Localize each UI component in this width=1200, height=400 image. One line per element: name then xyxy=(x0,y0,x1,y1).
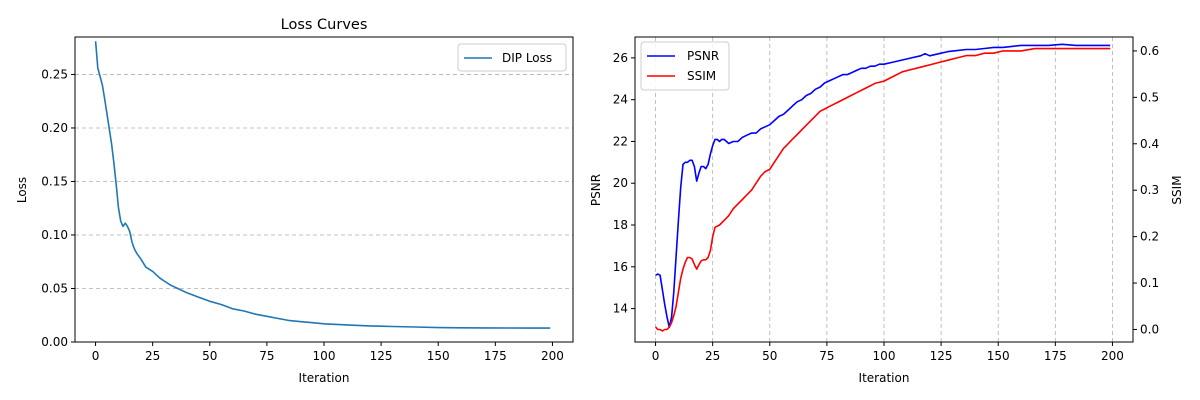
psnr-tick-label: 14 xyxy=(613,302,628,316)
legend-box xyxy=(457,43,567,72)
loss-chart-x-axis-label: Iteration xyxy=(299,371,350,385)
x-tick-label: 200 xyxy=(1101,349,1124,363)
x-tick-label: 75 xyxy=(819,349,834,363)
x-tick-label: 175 xyxy=(1044,349,1067,363)
ssim-tick-label: 0.2 xyxy=(1140,230,1159,244)
psnr-ssim-chart-x-axis-label: Iteration xyxy=(859,371,910,385)
ssim-tick-label: 0.6 xyxy=(1140,44,1159,58)
loss-chart-gridlines xyxy=(75,74,573,343)
loss-chart-legend: DIP Loss xyxy=(457,43,567,72)
x-tick-label: 50 xyxy=(762,349,777,363)
ssim-tick-label: 0.0 xyxy=(1140,322,1159,336)
y-tick-label: 0.15 xyxy=(41,174,68,188)
loss-chart-x-axis: 0 25 50 75 100 125 150 175 200 xyxy=(92,342,564,363)
ssim-tick-label: 0.5 xyxy=(1140,90,1159,104)
psnr-tick-label: 26 xyxy=(613,51,628,65)
loss-chart-y-axis: 0.00 0.05 0.10 0.15 0.20 0.25 xyxy=(41,67,75,349)
x-tick-label: 125 xyxy=(930,349,953,363)
psnr-axis-label: PSNR xyxy=(589,174,603,206)
x-tick-label: 175 xyxy=(484,349,507,363)
psnr-ssim-chart-legend: PSNR SSIM xyxy=(640,41,730,91)
x-tick-label: 150 xyxy=(987,349,1010,363)
x-tick-label: 150 xyxy=(427,349,450,363)
psnr-ssim-chart-x-axis: 0 25 50 75 100 125 150 175 200 xyxy=(652,342,1124,363)
x-tick-label: 0 xyxy=(92,349,100,363)
series-line-psnr xyxy=(655,43,1111,329)
psnr-tick-label: 18 xyxy=(613,218,628,232)
psnr-ssim-chart-lines xyxy=(655,43,1111,332)
ssim-tick-label: 0.3 xyxy=(1140,183,1159,197)
loss-chart: 0 25 50 75 100 125 150 175 200 0.000.050.100.150… xyxy=(15,17,574,385)
loss-chart-lines xyxy=(94,41,551,329)
x-tick-label: 50 xyxy=(202,349,217,363)
psnr-tick-label: 22 xyxy=(613,134,628,148)
loss-chart-title: Loss Curves xyxy=(281,17,368,33)
psnr-tick-label: 16 xyxy=(613,260,628,274)
legend-label-ssim: SSIM xyxy=(687,69,716,83)
y-tick-label: 0.10 xyxy=(41,228,68,242)
x-tick-label: 100 xyxy=(313,349,336,363)
psnr-ssim-chart-right-y-axis: 0.0 0.1 0.2 0.3 0.4 0.5 0.6 xyxy=(1133,44,1159,336)
legend-label-psnr: PSNR xyxy=(687,49,719,63)
ssim-tick-label: 0.4 xyxy=(1140,137,1159,151)
x-tick-label: 75 xyxy=(259,349,274,363)
y-tick-label: 0.00 xyxy=(41,335,68,349)
x-tick-label: 125 xyxy=(370,349,393,363)
x-tick-label: 0 xyxy=(652,349,660,363)
x-tick-label: 25 xyxy=(705,349,720,363)
x-tick-label: 200 xyxy=(541,349,564,363)
series-line-dip-loss xyxy=(94,41,551,329)
ssim-tick-label: 0.1 xyxy=(1140,276,1159,290)
y-tick-label: 0.25 xyxy=(41,67,68,81)
y-tick-label: 0.20 xyxy=(41,121,68,135)
psnr-ssim-chart: 0 25 50 75 100 125 150 175 200 14 16 18 20 22 24 26 0.… xyxy=(589,36,1184,385)
loss-chart-y-axis-label: Loss xyxy=(15,177,29,203)
ssim-axis-label: SSIM xyxy=(1170,175,1184,204)
legend-box xyxy=(640,41,730,91)
psnr-tick-label: 20 xyxy=(613,176,628,190)
series-line-ssim xyxy=(655,47,1111,332)
psnr-tick-label: 24 xyxy=(613,93,628,107)
legend-label-dip-loss: DIP Loss xyxy=(502,51,552,65)
psnr-ssim-chart-left-y-axis: 14 16 18 20 22 24 26 xyxy=(613,51,635,316)
loss-chart-plot-frame xyxy=(74,36,574,343)
x-tick-label: 100 xyxy=(873,349,896,363)
y-tick-label: 0.05 xyxy=(41,281,68,295)
x-tick-label: 25 xyxy=(145,349,160,363)
